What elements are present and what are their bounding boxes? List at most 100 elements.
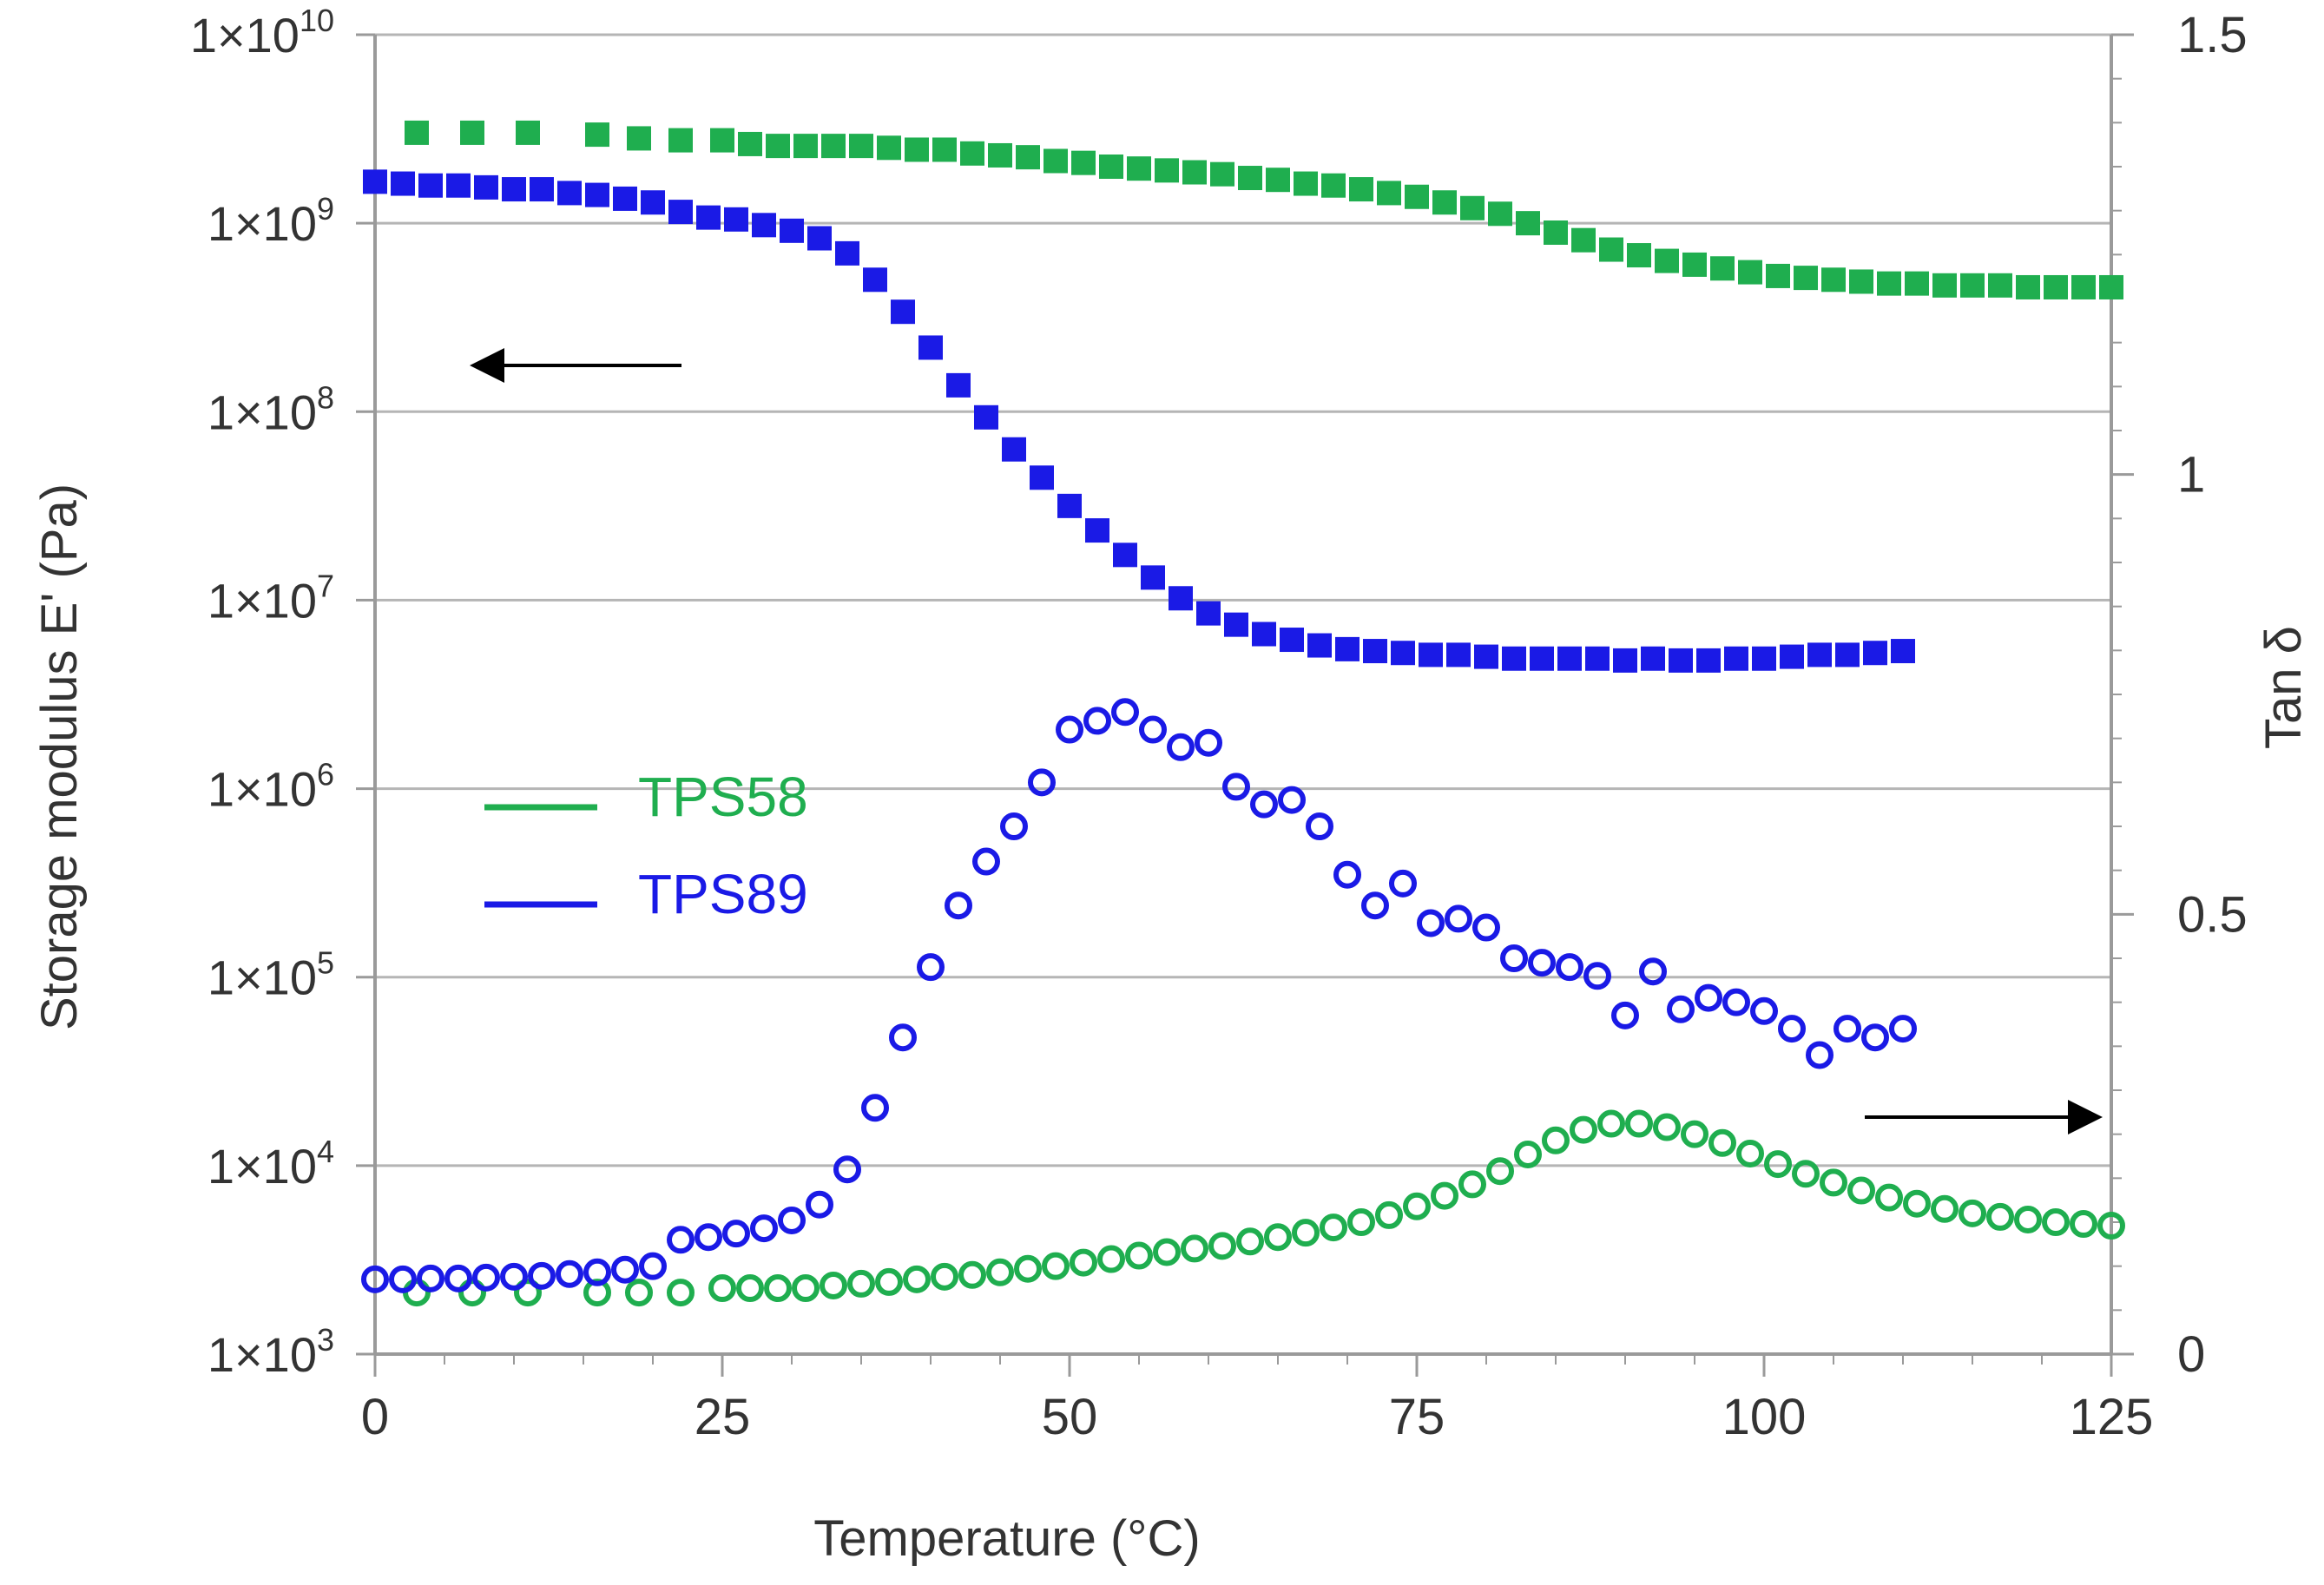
data-point: [444, 1264, 472, 1292]
axes: [373, 35, 2113, 1356]
y-right-tick-label: 0.5: [2177, 886, 2248, 943]
data-point: [361, 1265, 389, 1293]
data-point: [641, 190, 665, 215]
data-point: [1764, 1150, 1792, 1179]
data-point: [1655, 248, 1679, 273]
data-point: [1681, 1120, 1708, 1148]
data-point: [764, 1274, 792, 1302]
y-right-tick-label: 1: [2177, 447, 2205, 503]
data-point: [1042, 1252, 1070, 1280]
data-point: [1030, 465, 1054, 490]
data-point: [1639, 957, 1667, 986]
data-point: [1111, 698, 1139, 727]
data-point: [752, 213, 776, 238]
data-point: [1875, 1183, 1903, 1212]
x-tick-label: 75: [1389, 1389, 1445, 1445]
data-point: [1625, 1109, 1653, 1138]
data-point: [1641, 646, 1665, 671]
data-point: [835, 240, 859, 266]
data-point: [1278, 786, 1306, 814]
data-point: [1361, 891, 1389, 920]
data-point: [1502, 646, 1526, 671]
data-point: [1431, 1181, 1458, 1210]
data-point: [668, 200, 693, 225]
data-point: [1863, 641, 1887, 666]
data-point: [1736, 1139, 1764, 1167]
data-point: [1889, 1015, 1917, 1043]
data-point: [736, 1274, 764, 1302]
data-point: [1696, 648, 1721, 673]
data-point: [1125, 1241, 1153, 1270]
data-point: [1280, 628, 1304, 653]
data-point: [1599, 237, 1623, 262]
data-point: [1405, 184, 1429, 209]
data-point: [1099, 155, 1123, 179]
data-point: [472, 1263, 500, 1292]
data-point: [1780, 644, 1804, 669]
data-point: [557, 181, 582, 206]
data-point: [1986, 1202, 2014, 1231]
data-point: [1083, 707, 1111, 735]
data-point: [1931, 1194, 1959, 1223]
x-tick-label: 50: [1042, 1389, 1098, 1445]
y-right-tick-labels: 0 0.5 1 1.5: [2177, 7, 2248, 1383]
data-point: [627, 126, 651, 151]
data-point: [1321, 173, 1346, 198]
data-point: [1806, 1041, 1834, 1069]
series-tps58-e-: [405, 120, 2123, 299]
data-point: [514, 1279, 542, 1307]
x-tick-label: 25: [695, 1389, 751, 1445]
data-point: [1043, 148, 1068, 174]
data-point: [391, 171, 415, 196]
data-point: [1167, 733, 1195, 761]
data-point: [1627, 243, 1651, 268]
data-point: [583, 1258, 611, 1286]
data-point: [972, 847, 1000, 876]
data-point: [389, 1265, 417, 1293]
data-point: [1264, 1223, 1292, 1252]
data-point: [1333, 860, 1361, 889]
data-point: [1113, 543, 1137, 568]
data-point: [667, 1226, 695, 1254]
data-point: [793, 134, 818, 159]
data-point: [778, 1206, 806, 1234]
data-point: [1208, 1232, 1236, 1260]
y-left-tick-label: 1×105: [207, 945, 334, 1005]
data-point: [1653, 1113, 1681, 1141]
data-point: [917, 953, 945, 982]
data-point: [1446, 642, 1471, 668]
data-point: [1250, 790, 1278, 819]
data-point: [1585, 646, 1610, 671]
data-point: [1292, 1219, 1320, 1247]
data-point: [889, 1023, 917, 1052]
data-point: [1445, 904, 1472, 933]
data-point: [516, 120, 540, 145]
data-point: [724, 207, 748, 232]
data-point: [1210, 161, 1234, 187]
data-point: [1528, 949, 1556, 977]
data-point: [1695, 983, 1722, 1012]
data-point: [1294, 171, 1318, 196]
data-point: [1085, 518, 1109, 543]
data-point: [1002, 437, 1026, 462]
data-point: [974, 404, 998, 430]
data-point: [1959, 1199, 1986, 1227]
data-point: [1196, 601, 1221, 626]
data-point: [1127, 156, 1151, 181]
data-point: [1016, 145, 1040, 170]
data-point: [849, 134, 873, 159]
data-point: [806, 1190, 833, 1219]
data-point: [986, 1258, 1014, 1286]
data-point: [780, 218, 804, 243]
data-point: [1778, 1015, 1806, 1043]
data-point: [611, 1255, 639, 1284]
data-point: [1544, 220, 1568, 245]
data-point: [405, 120, 429, 145]
data-point: [2099, 274, 2123, 299]
data-point: [1557, 646, 1582, 671]
data-point: [417, 1264, 444, 1292]
data-point: [1375, 1200, 1403, 1229]
data-point: [918, 335, 943, 360]
x-tick-label: 125: [2070, 1389, 2154, 1445]
data-point: [1516, 211, 1540, 236]
